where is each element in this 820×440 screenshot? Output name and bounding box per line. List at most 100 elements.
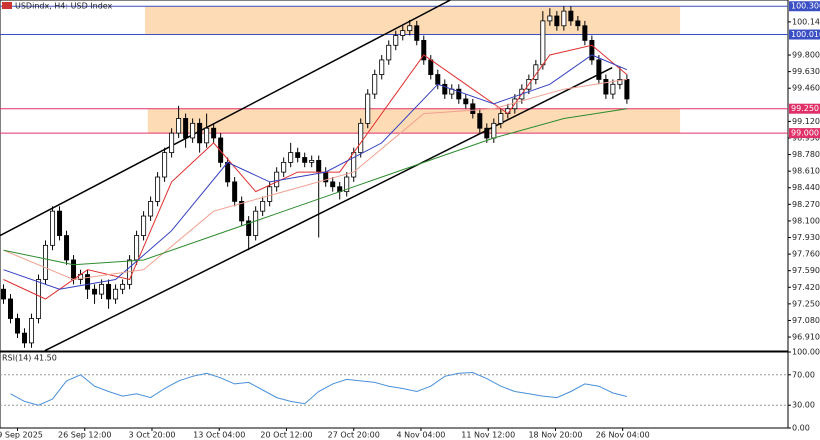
candle-body: [36, 279, 42, 319]
x-tick-label: 18 Nov 20:00: [528, 431, 582, 440]
moving-average: [3, 44, 628, 300]
x-tick-label: 13 Oct 04:00: [193, 431, 245, 440]
candle-body: [99, 283, 105, 295]
y-tick-label: 97.930: [792, 233, 820, 242]
y-tick-label: 97.250: [792, 299, 820, 308]
candle-body: [29, 318, 35, 344]
x-tick-label: 27 Oct 20:00: [328, 431, 380, 440]
y-tick-label: 98.440: [792, 183, 820, 192]
candle-body: [344, 176, 350, 193]
rsi-tick-label: 100.00: [792, 348, 820, 357]
y-tick-label: 99.120: [792, 117, 820, 126]
x-tick-label: 19 Sep 2025: [0, 431, 43, 440]
candle-body: [358, 122, 364, 154]
candle-body: [85, 274, 91, 290]
y-tick-label: 98.780: [792, 150, 820, 159]
candle-body: [379, 59, 385, 75]
x-tick-label: 4 Nov 04:00: [397, 431, 446, 440]
candle-body: [246, 220, 252, 236]
candle-body: [211, 127, 217, 139]
x-tick-label: 11 Nov 12:00: [461, 431, 515, 440]
candle-body: [477, 113, 483, 129]
candle-body: [232, 181, 238, 202]
y-tick-label: 99.460: [792, 84, 820, 93]
moving-average: [3, 108, 627, 266]
candle-body: [610, 83, 616, 95]
candle-body: [435, 74, 441, 85]
y-tick-label: 97.420: [792, 283, 820, 292]
candle-body: [365, 93, 371, 124]
candle-body: [15, 318, 21, 334]
level-label-bg: [789, 103, 820, 114]
candle-body: [106, 283, 112, 300]
candle-body: [491, 122, 497, 139]
candle-body: [554, 15, 560, 27]
candle-body: [57, 210, 63, 236]
candle-body: [134, 235, 140, 261]
candle-body: [190, 122, 196, 139]
candle-body: [456, 88, 462, 100]
level-label: 99.000: [791, 129, 819, 138]
candle-body: [176, 118, 182, 134]
x-tick-label: 26 Nov 04:00: [596, 431, 650, 440]
chart-title: USDindx, H4: USD Index: [15, 2, 113, 11]
candle-body: [484, 127, 490, 139]
candle-body: [155, 176, 161, 202]
price-panel: [0, 0, 789, 352]
level-label-bg: [789, 128, 820, 139]
candle-body: [309, 160, 315, 163]
level-label-bg: [789, 29, 820, 40]
level-label-bg: [789, 1, 820, 12]
candle-body: [64, 235, 70, 261]
y-tick-label: 99.800: [792, 51, 820, 60]
candle-body: [274, 171, 280, 188]
candle-body: [197, 122, 203, 144]
moving-average: [3, 78, 627, 281]
trendline: [0, 0, 451, 237]
candle-body: [260, 201, 266, 212]
candle-body: [141, 215, 147, 236]
y-tick-label: 97.590: [792, 266, 820, 275]
y-tick-label: 98.100: [792, 216, 820, 225]
level-label: 99.250: [791, 104, 819, 113]
candle-body: [547, 15, 553, 22]
candle-body: [218, 137, 224, 163]
x-tick-label: 20 Oct 12:00: [260, 431, 312, 440]
zone: [147, 108, 681, 134]
candle-body: [169, 132, 175, 154]
candle-body: [267, 186, 273, 202]
candle-body: [43, 244, 49, 280]
candle-body: [22, 332, 28, 344]
y-tick-label: 98.610: [792, 167, 820, 176]
y-tick-label: 99.630: [792, 67, 820, 76]
level-label: 100.300: [791, 2, 820, 11]
candle-body: [183, 118, 189, 139]
candle-body: [162, 152, 168, 178]
candle-body: [414, 25, 420, 41]
candle-body: [568, 10, 574, 22]
y-tick-label: 100.140: [792, 17, 820, 26]
candle-body: [589, 39, 595, 61]
rsi-tick-label: 70.00: [792, 370, 815, 379]
x-tick-label: 26 Sep 12:00: [58, 431, 111, 440]
candle-body: [407, 25, 413, 32]
candle-body: [120, 283, 126, 290]
candle-body: [463, 98, 469, 105]
candle-body: [603, 79, 609, 95]
candle-body: [281, 161, 287, 173]
candle-body: [288, 152, 294, 163]
candle-body: [470, 103, 476, 114]
candle-body: [148, 201, 154, 217]
y-tick-label: 97.760: [792, 250, 820, 259]
candle-body: [50, 210, 56, 246]
candle-body: [71, 259, 77, 280]
zones: [144, 6, 681, 134]
y-tick-label: 96.910: [792, 333, 820, 342]
candle-body: [225, 161, 231, 183]
level-label: 100.010: [791, 30, 820, 39]
rsi-tick-label: 0.00: [792, 424, 810, 433]
candle-body: [239, 201, 245, 222]
candle-body: [316, 160, 322, 173]
candle-body: [393, 35, 399, 46]
